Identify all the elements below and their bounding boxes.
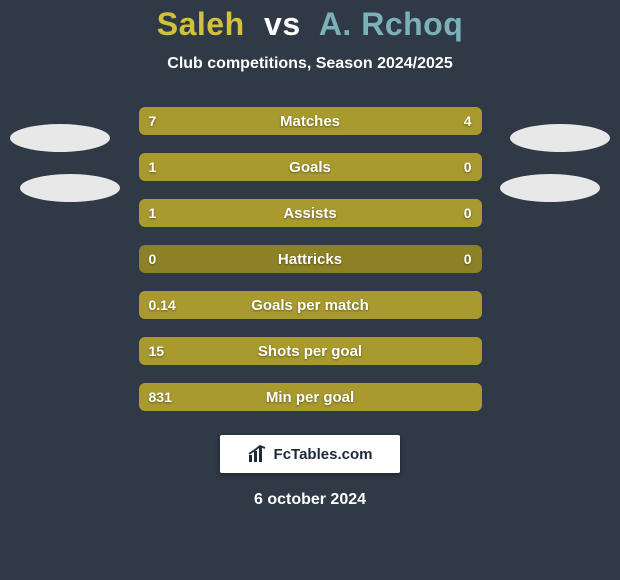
- comparison-card: Saleh vs A. Rchoq Club competitions, Sea…: [0, 0, 620, 580]
- stat-value-left: 1: [139, 153, 167, 181]
- decor-ellipse-bottom-right: [500, 174, 600, 202]
- stat-label: Goals per match: [139, 291, 482, 319]
- stat-value-left: 7: [139, 107, 167, 135]
- chart-icon: [248, 445, 268, 463]
- title: Saleh vs A. Rchoq: [0, 6, 620, 43]
- inner-wrap: Saleh vs A. Rchoq Club competitions, Sea…: [0, 0, 620, 580]
- stat-row: Hattricks0 0: [139, 245, 482, 273]
- player2-name: A. Rchoq: [319, 6, 463, 42]
- player1-name: Saleh: [157, 6, 245, 42]
- decor-ellipse-top-right: [510, 124, 610, 152]
- stat-value-left: 0.14: [139, 291, 186, 319]
- brand-text: FcTables.com: [274, 446, 373, 463]
- stat-row: Assists1 0: [139, 199, 482, 227]
- subtitle: Club competitions, Season 2024/2025: [0, 55, 620, 73]
- stat-value-left: 15: [139, 337, 175, 365]
- stat-label: Hattricks: [139, 245, 482, 273]
- brand-badge[interactable]: FcTables.com: [220, 435, 400, 473]
- stat-row: Matches7 4: [139, 107, 482, 135]
- footer-date: 6 october 2024: [0, 491, 620, 509]
- stat-label: Shots per goal: [139, 337, 482, 365]
- stat-row: Goals1 0: [139, 153, 482, 181]
- stat-row: Min per goal831: [139, 383, 482, 411]
- stat-label: Assists: [139, 199, 482, 227]
- stat-label: Min per goal: [139, 383, 482, 411]
- vs-text: vs: [264, 6, 301, 42]
- stat-row: Goals per match0.14: [139, 291, 482, 319]
- stats-container: Matches74Goals10Assists10Hattricks00Goal…: [139, 107, 482, 411]
- stat-value-right: 0: [454, 199, 482, 227]
- stat-value-right: 0: [454, 245, 482, 273]
- stat-label: Goals: [139, 153, 482, 181]
- stat-value-right: 0: [454, 153, 482, 181]
- stat-value-right: 4: [454, 107, 482, 135]
- stat-row: Shots per goal15: [139, 337, 482, 365]
- decor-ellipse-bottom-left: [20, 174, 120, 202]
- stat-value-left: 831: [139, 383, 182, 411]
- stat-value-left: 0: [139, 245, 167, 273]
- stat-value-left: 1: [139, 199, 167, 227]
- decor-ellipse-top-left: [10, 124, 110, 152]
- stat-label: Matches: [139, 107, 482, 135]
